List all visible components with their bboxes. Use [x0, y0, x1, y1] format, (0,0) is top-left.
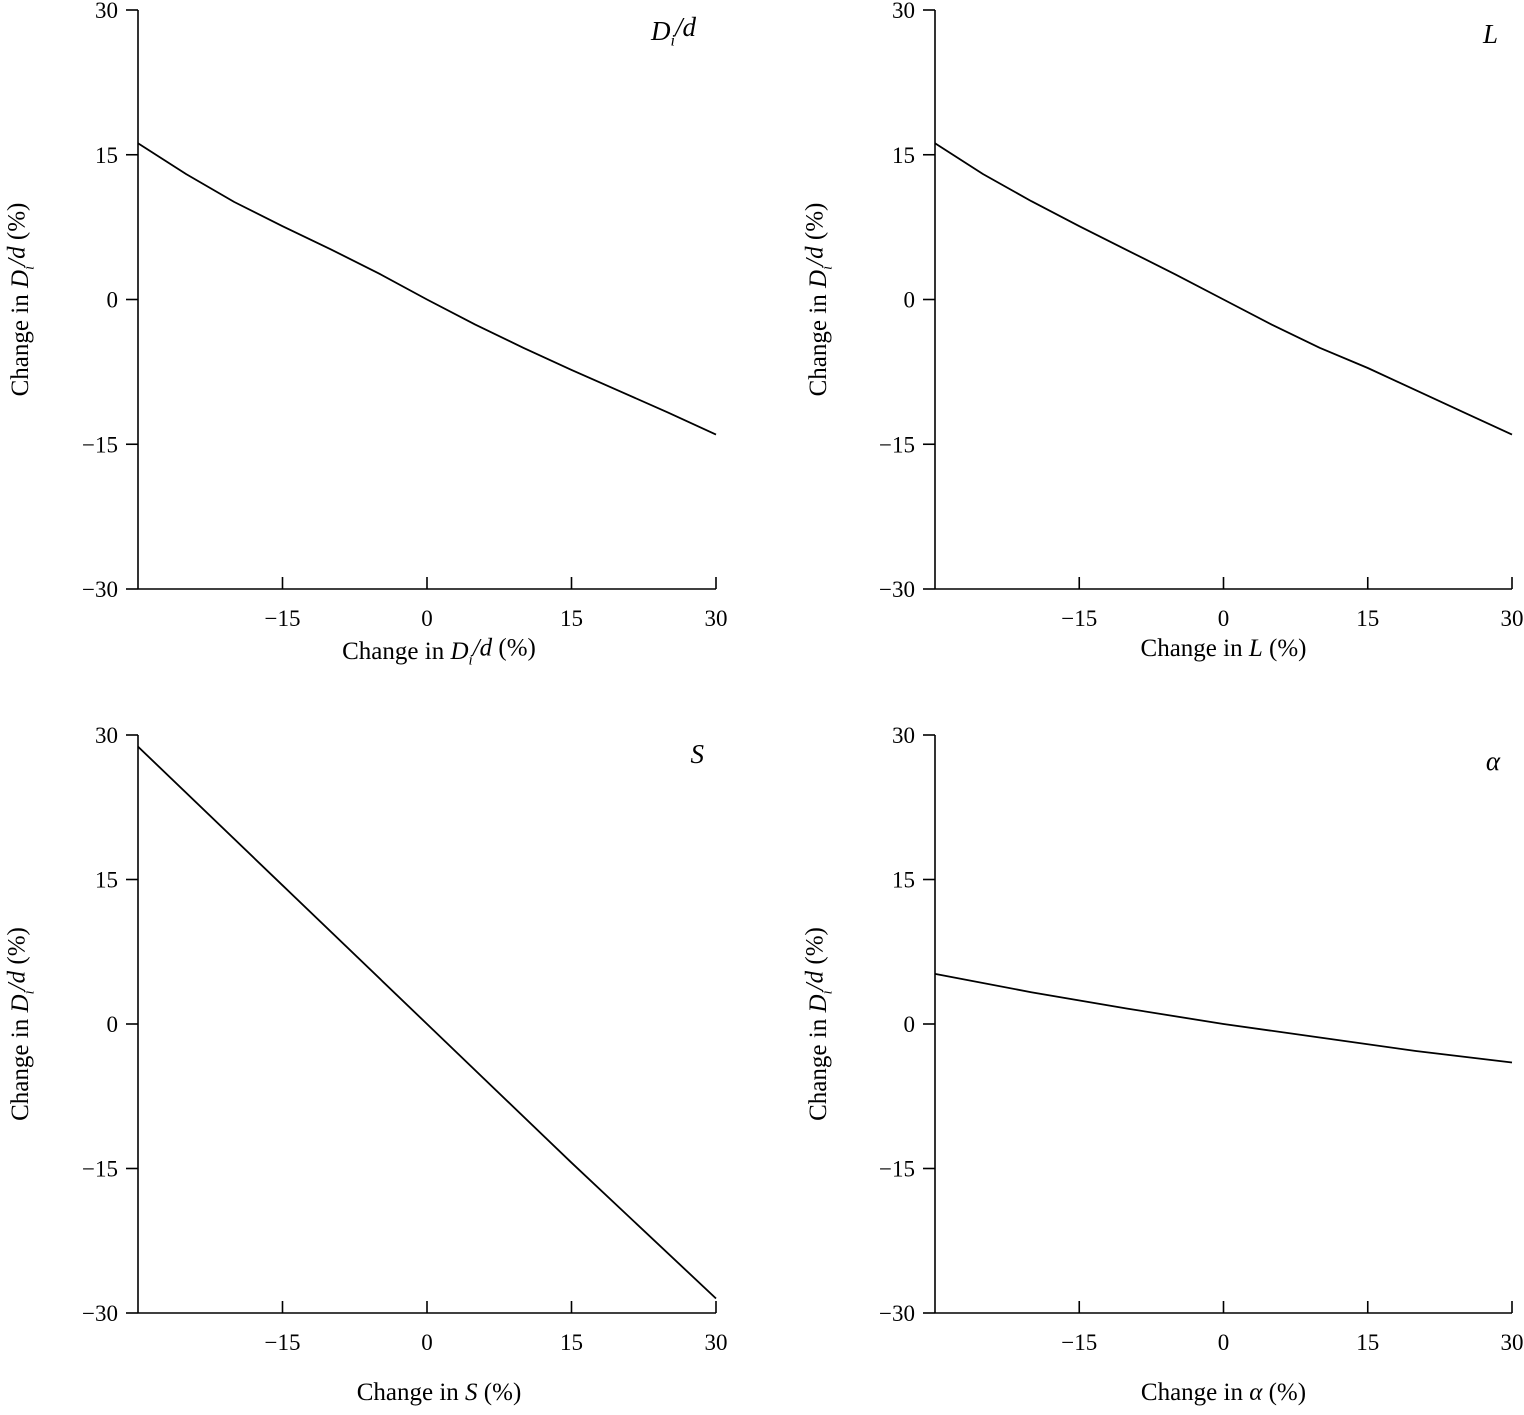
x-tick-label: −15 — [265, 606, 301, 631]
chart-panel-3: 30 15 0 −15 −30 −15 0 15 30 Change in S (%) Change… — [4, 723, 728, 1406]
x-tick-label: 0 — [421, 1330, 433, 1355]
x-tick-label: 15 — [560, 1330, 583, 1355]
y-tick-label: −15 — [879, 432, 915, 457]
series-line-1 — [934, 142, 1513, 436]
chart-panel-2: 30 15 0 −15 −30 −15 0 15 30 Change in L (%) Change… — [802, 0, 1524, 662]
y-tick-label: −15 — [82, 432, 118, 457]
series-line-1 — [934, 973, 1513, 1064]
y-tick-label: −15 — [82, 1157, 118, 1182]
y-tick-label: 0 — [904, 1012, 916, 1037]
x-tick-label: 0 — [1218, 606, 1230, 631]
y-tick-label: 15 — [892, 143, 915, 168]
y-tick-label: 30 — [95, 723, 118, 748]
chart-panel-1: 30 15 0 −15 −30 −15 0 15 30 Change in Di/d (%) Cha… — [4, 0, 728, 668]
chart-panel-4: 30 15 0 −15 −30 −15 0 15 30 Change in α (%) Change… — [802, 723, 1524, 1406]
x-tick-label: −15 — [1061, 606, 1097, 631]
y-tick-label: 15 — [95, 143, 118, 168]
x-tick-label: 30 — [705, 1330, 728, 1355]
y-tick-label: 0 — [107, 288, 119, 313]
x-tick-label: 0 — [421, 606, 433, 631]
x-axis-label: Change in L (%) — [1141, 635, 1307, 662]
x-axis-label: Change in S (%) — [357, 1379, 522, 1406]
y-tick-label: −30 — [82, 1301, 118, 1326]
y-tick-label: −30 — [82, 577, 118, 602]
y-axis-label: Change in Di/d (%) — [802, 203, 836, 397]
x-tick-label: 0 — [1218, 1330, 1230, 1355]
x-tick-label: 15 — [1356, 1330, 1379, 1355]
series-line-1 — [137, 745, 717, 1300]
y-tick-label: 30 — [892, 723, 915, 748]
panel-label: α — [1486, 746, 1501, 776]
x-axis-label: Change in Di/d (%) — [342, 635, 536, 669]
y-axis-label: Change in Di/d (%) — [4, 203, 38, 397]
y-tick-label: −30 — [879, 577, 915, 602]
series-line-1 — [137, 142, 717, 436]
y-tick-label: 30 — [95, 0, 118, 23]
y-tick-label: 15 — [95, 868, 118, 893]
x-tick-label: −15 — [1061, 1330, 1097, 1355]
y-axis-label: Change in Di/d (%) — [4, 927, 38, 1121]
x-tick-label: 15 — [560, 606, 583, 631]
x-tick-label: −15 — [265, 1330, 301, 1355]
y-tick-label: 0 — [904, 288, 916, 313]
panel-label: Di/d — [650, 12, 697, 49]
x-tick-label: 30 — [1501, 1330, 1524, 1355]
y-tick-label: 15 — [892, 868, 915, 893]
x-tick-label: 15 — [1356, 606, 1379, 631]
y-tick-label: 30 — [892, 0, 915, 23]
x-tick-label: 30 — [1501, 606, 1524, 631]
y-tick-label: −15 — [879, 1157, 915, 1182]
panel-label: L — [1482, 19, 1498, 49]
panel-label: S — [691, 739, 705, 769]
x-tick-label: 30 — [705, 606, 728, 631]
y-tick-label: −30 — [879, 1301, 915, 1326]
x-axis-label: Change in α (%) — [1141, 1379, 1306, 1406]
y-tick-label: 0 — [107, 1012, 119, 1037]
y-axis-label: Change in Di/d (%) — [802, 927, 836, 1121]
